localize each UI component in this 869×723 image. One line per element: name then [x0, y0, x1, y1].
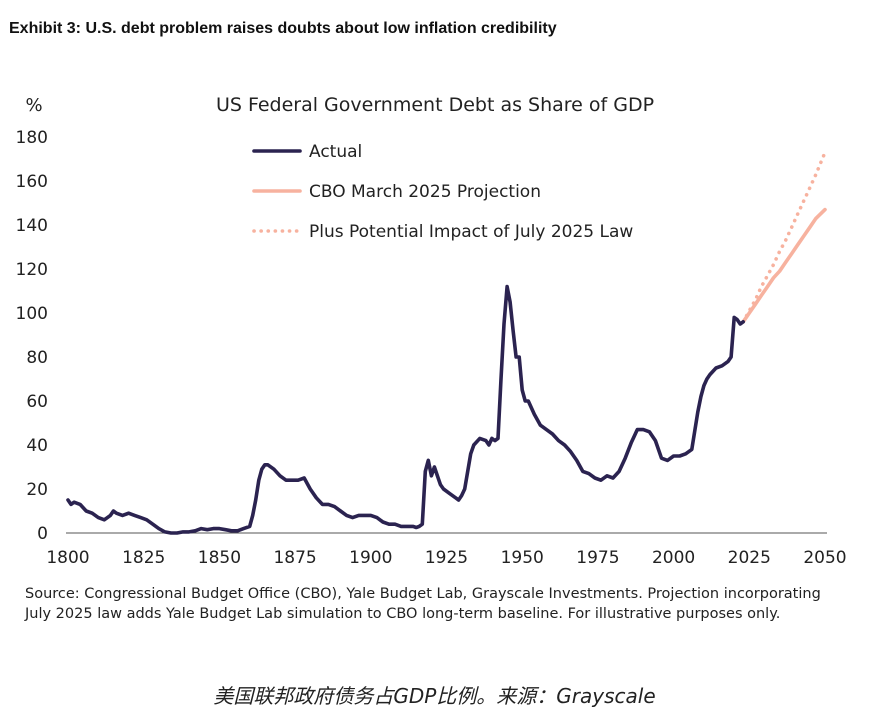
series-layer [66, 150, 827, 535]
legend-label: Plus Potential Impact of July 2025 Law [309, 222, 633, 242]
x-tick-label: 2000 [652, 548, 695, 568]
series-line-2 [741, 150, 827, 324]
y-tick-label: 20 [26, 480, 48, 500]
x-tick-label: 1850 [198, 548, 241, 568]
y-tick-label: 80 [26, 348, 48, 368]
exhibit-title: Exhibit 3: U.S. debt problem raises doub… [9, 20, 557, 37]
x-tick-label: 1900 [349, 548, 392, 568]
y-tick-label: 40 [26, 436, 48, 456]
y-tick-label: 140 [16, 216, 48, 236]
legend-label: CBO March 2025 Projection [309, 182, 541, 202]
legend: Actual CBO March 2025 Projection Plus Pote… [252, 142, 633, 242]
x-tick-label: 1925 [425, 548, 468, 568]
series-line-0 [66, 284, 745, 535]
y-axis-label: % [25, 95, 42, 116]
chart-title: US Federal Government Debt as Share of G… [216, 94, 654, 116]
y-tick-label: 100 [16, 304, 48, 324]
image-caption: 美国联邦政府债务占GDP比例。来源：Grayscale [213, 684, 656, 708]
y-tick-label: 0 [37, 524, 48, 544]
x-tick-label: 1800 [46, 548, 89, 568]
series-line-1 [741, 207, 827, 324]
source-note: Source: Congressional Budget Office (CBO… [25, 586, 821, 622]
x-tick-label: 1875 [273, 548, 316, 568]
axes: 0 20 40 60 80 100 120 140 160 180 1800 1825 1850 1875… [16, 128, 847, 568]
x-tick-label: 1950 [501, 548, 544, 568]
x-tick-label: 1975 [576, 548, 619, 568]
y-tick-label: 120 [16, 260, 48, 280]
y-tick-label: 180 [16, 128, 48, 148]
y-tick-label: 160 [16, 172, 48, 192]
x-tick-label: 2025 [728, 548, 771, 568]
x-tick-label: 2050 [803, 548, 846, 568]
y-tick-label: 60 [26, 392, 48, 412]
x-tick-label: 1825 [122, 548, 165, 568]
legend-label: Actual [309, 142, 362, 162]
debt-chart: US Federal Government Debt as Share of G… [16, 94, 847, 568]
